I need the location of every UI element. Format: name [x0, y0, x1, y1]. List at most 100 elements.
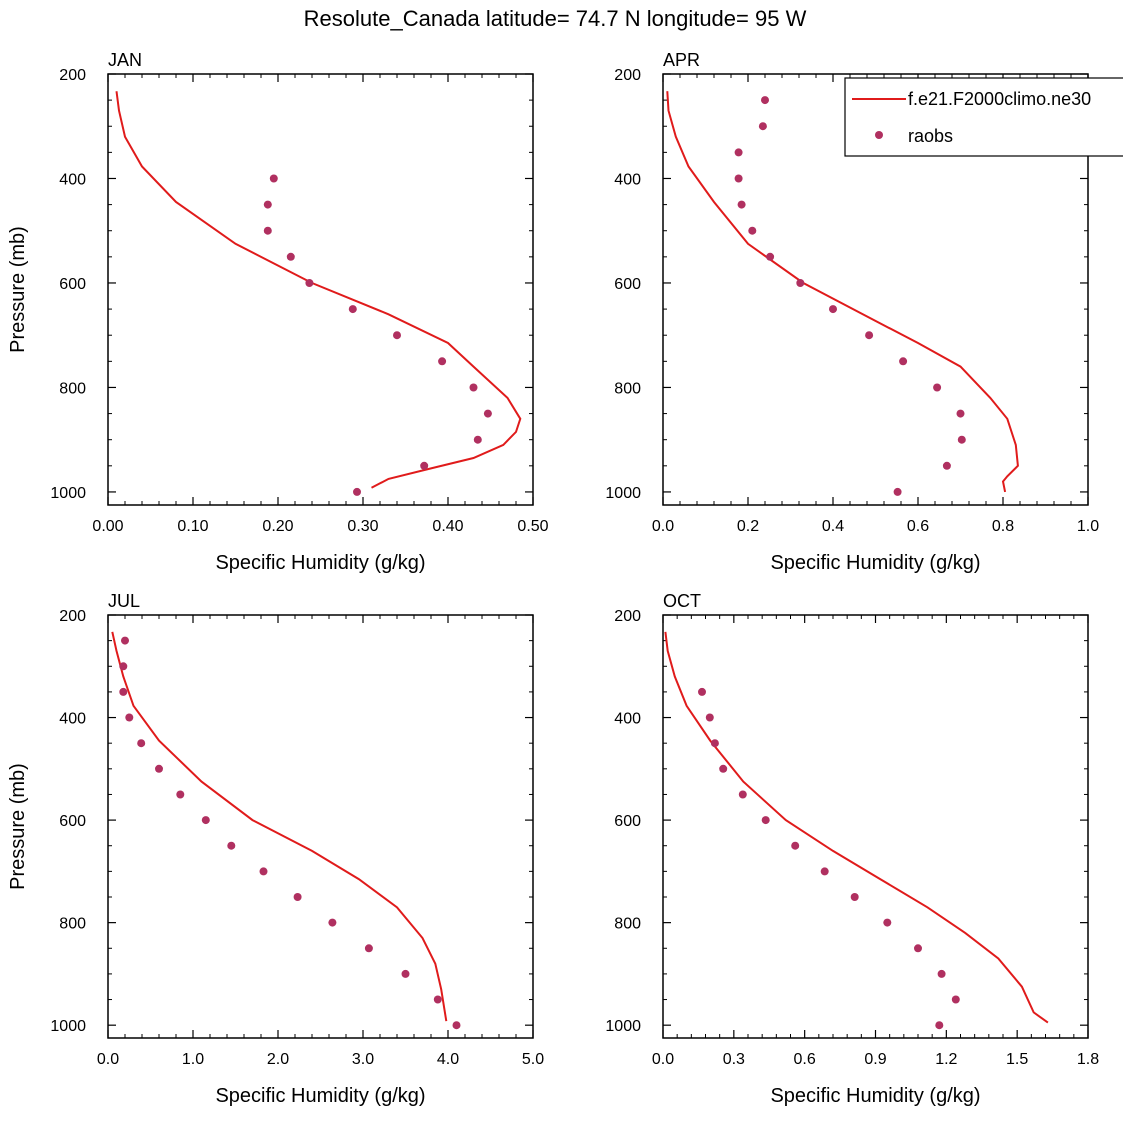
- model-series-line: [666, 91, 1019, 493]
- y-tick-label: 200: [614, 67, 641, 84]
- obs-point: [420, 461, 429, 470]
- obs-point: [269, 174, 278, 183]
- obs-point: [719, 764, 728, 773]
- panel-apr: APR 0.0 0.2 0.4 0.6 0.8 1.0 200 400 600 800 1000 Spe…: [605, 50, 1099, 574]
- model-series-line: [111, 631, 448, 1022]
- x-tick-label: 0.0: [97, 1051, 119, 1068]
- x-tick-label: 3.0: [352, 1051, 374, 1068]
- panel-oct: OCT 0.0 0.3 0.6 0.9 1.2 1.5 1.8 200 400 600 800 1000…: [605, 591, 1099, 1107]
- x-tick-label: 1.8: [1077, 1051, 1099, 1068]
- obs-point: [452, 1021, 461, 1030]
- obs-point: [957, 435, 966, 444]
- y-tick-label: 1000: [605, 485, 641, 502]
- obs-point: [263, 226, 272, 235]
- x-tick-label: 0.9: [864, 1051, 886, 1068]
- x-axis-label: Specific Humidity (g/kg): [215, 552, 425, 574]
- x-axis-label: Specific Humidity (g/kg): [770, 1085, 980, 1107]
- obs-point: [305, 279, 314, 287]
- y-tick-label: 800: [59, 916, 86, 933]
- x-tick-label: 1.2: [935, 1051, 957, 1068]
- obs-point: [791, 841, 800, 850]
- plot-frame: [107, 614, 534, 1039]
- x-axis-label: Specific Humidity (g/kg): [215, 1085, 425, 1107]
- x-axis-label: Specific Humidity (g/kg): [770, 552, 980, 574]
- obs-point: [263, 200, 272, 209]
- obs-point: [286, 252, 295, 261]
- x-tick-label: 1.0: [182, 1051, 204, 1068]
- y-tick-label: 200: [614, 608, 641, 625]
- x-tick-label: 0.40: [432, 518, 463, 535]
- obs-point: [469, 383, 478, 392]
- x-tick-label: 0.6: [794, 1051, 816, 1068]
- x-tick-label: 0.2: [737, 518, 759, 535]
- obs-point: [738, 790, 747, 799]
- x-tick-label: 0.00: [92, 518, 123, 535]
- y-tick-label: 200: [59, 608, 86, 625]
- obs-point: [393, 331, 401, 340]
- figure-title: Resolute_Canada latitude= 74.7 N longitu…: [304, 6, 807, 31]
- y-tick-label: 200: [59, 67, 86, 84]
- obs-point: [951, 995, 960, 1004]
- obs-point: [883, 918, 892, 927]
- y-tick-label: 400: [614, 711, 641, 728]
- panels: JAN 0.00 0.10 0.20 0.30 0.40 0.50 200 400 600 800 1…: [7, 50, 1099, 1107]
- obs-point: [483, 409, 492, 418]
- obs-point: [710, 739, 719, 748]
- obs-point: [914, 944, 922, 953]
- y-axis-label: Pressure (mb): [7, 763, 29, 890]
- y-tick-label: 400: [59, 711, 86, 728]
- obs-point: [293, 893, 302, 901]
- plot-frame: [662, 614, 1089, 1039]
- x-tick-label: 0.20: [262, 518, 293, 535]
- panel-title: JAN: [108, 50, 142, 70]
- x-tick-label: 4.0: [437, 1051, 459, 1068]
- y-tick-label: 600: [614, 813, 641, 830]
- panel-title: JUL: [108, 591, 140, 611]
- x-tick-label: 1.0: [1077, 518, 1099, 535]
- obs-point: [201, 816, 210, 825]
- legend-box: [844, 77, 1123, 157]
- x-tick-label: 0.0: [652, 1051, 674, 1068]
- model-series-line: [664, 631, 1049, 1024]
- x-tick-label: 0.8: [992, 518, 1014, 535]
- y-tick-label: 1000: [50, 485, 86, 502]
- obs-point: [899, 357, 908, 366]
- obs-point: [119, 687, 128, 696]
- obs-point: [937, 969, 946, 978]
- y-tick-label: 800: [59, 380, 86, 397]
- obs-point: [438, 357, 447, 366]
- obs-point: [121, 636, 129, 645]
- y-tick-label: 400: [59, 171, 86, 188]
- x-tick-label: 0.50: [517, 518, 548, 535]
- obs-point: [137, 739, 146, 748]
- panel-jan: JAN 0.00 0.10 0.20 0.30 0.40 0.50 200 400 600 800 1…: [7, 50, 549, 574]
- x-tick-label: 0.3: [723, 1051, 745, 1068]
- model-series-line: [115, 91, 522, 489]
- obs-point: [758, 122, 767, 131]
- obs-point: [820, 867, 829, 876]
- y-tick-label: 1000: [605, 1018, 641, 1035]
- obs-point: [353, 487, 361, 496]
- plot-frame: [662, 73, 1089, 506]
- obs-point: [761, 816, 770, 825]
- obs-point: [401, 969, 410, 978]
- obs-point: [227, 841, 236, 850]
- x-tick-label: 0.10: [177, 518, 208, 535]
- obs-point: [705, 713, 714, 722]
- x-tick-label: 1.5: [1006, 1051, 1028, 1068]
- y-tick-label: 800: [614, 916, 641, 933]
- x-tick-label: 0.6: [907, 518, 929, 535]
- obs-point: [473, 435, 482, 444]
- obs-point: [176, 790, 185, 799]
- panel-jul: JUL 0.0 1.0 2.0 3.0 4.0 5.0 200 400 600 800 1000 Spe…: [7, 591, 544, 1107]
- legend: f.e21.F2000climo.ne30 raobs: [844, 77, 1123, 157]
- y-tick-label: 800: [614, 380, 641, 397]
- obs-point: [364, 944, 373, 953]
- obs-point: [328, 918, 337, 927]
- obs-point: [698, 687, 706, 696]
- obs-point: [956, 409, 965, 418]
- obs-point: [737, 200, 746, 209]
- y-tick-label: 600: [59, 813, 86, 830]
- y-tick-label: 1000: [50, 1018, 86, 1035]
